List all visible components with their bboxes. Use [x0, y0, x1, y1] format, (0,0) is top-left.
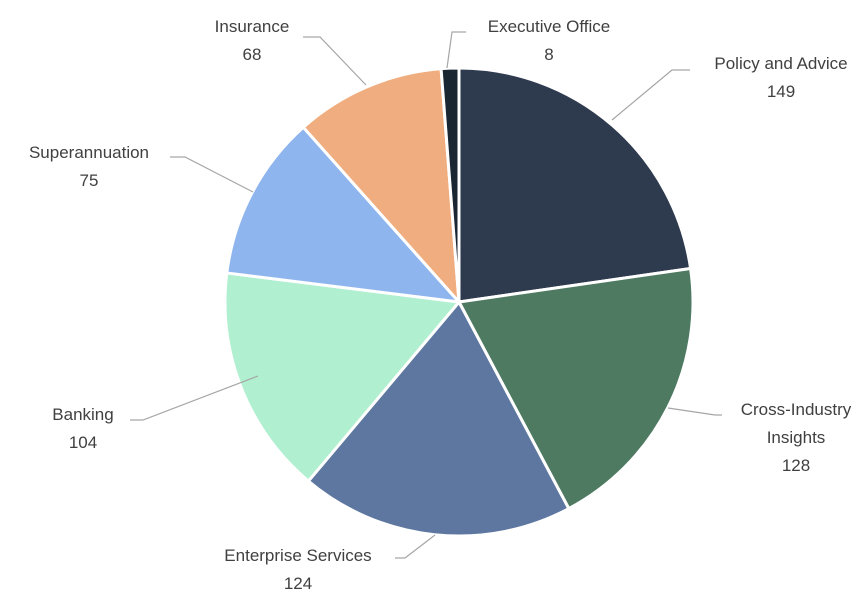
category-label: Cross-Industry Insights — [740, 400, 852, 447]
value-label: 68 — [242, 45, 262, 64]
leader-line — [130, 375, 259, 421]
leader-line — [611, 69, 690, 121]
leader-line — [446, 31, 466, 69]
leader-line — [170, 156, 254, 193]
pie-slice — [457, 66, 693, 304]
category-label: Insurance — [214, 17, 290, 36]
pie-slice — [457, 266, 695, 511]
data-label: Cross-Industry Insights 128 — [721, 396, 867, 480]
category-label: Executive Office — [487, 17, 611, 36]
value-label: 128 — [781, 456, 811, 475]
pie-slice — [306, 300, 571, 538]
category-label: Policy and Advice — [714, 54, 848, 73]
value-label: 124 — [283, 574, 313, 593]
category-label: Superannuation — [28, 143, 150, 162]
value-label: 104 — [68, 433, 98, 452]
data-label: Insurance 68 — [192, 13, 312, 69]
category-label: Enterprise Services — [224, 546, 372, 565]
leader-line — [303, 36, 367, 86]
pie-slice — [301, 67, 461, 304]
leader-line — [395, 534, 436, 559]
pie-slice — [223, 271, 461, 483]
data-label: Superannuation 75 — [4, 139, 174, 195]
category-label: Banking — [52, 405, 114, 424]
pie-slice — [439, 66, 461, 304]
data-label: Banking 104 — [23, 401, 143, 457]
value-label: 8 — [544, 45, 554, 64]
data-label: Executive Office 8 — [459, 13, 639, 69]
value-label: 75 — [79, 171, 99, 190]
pie-slice — [225, 125, 461, 304]
value-label: 149 — [766, 82, 796, 101]
data-label: Enterprise Services 124 — [188, 542, 408, 598]
data-label: Policy and Advice 149 — [681, 50, 867, 106]
leader-line — [667, 407, 722, 416]
